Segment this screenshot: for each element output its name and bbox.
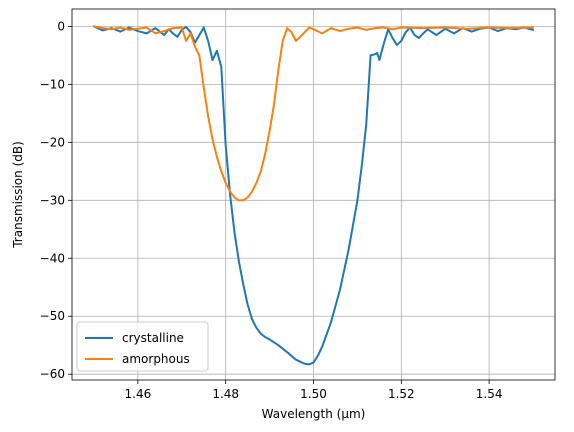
legend: crystalline amorphous — [76, 321, 209, 372]
y-tick-label: −20 — [40, 135, 65, 149]
legend-label-crystalline: crystalline — [122, 331, 184, 345]
legend-label-amorphous: amorphous — [122, 352, 190, 366]
x-tick-label: 1.54 — [476, 387, 503, 401]
y-tick-label: −40 — [40, 251, 65, 265]
x-tick-label: 1.48 — [212, 387, 239, 401]
grid — [72, 9, 555, 380]
y-tick-label: 0 — [57, 19, 65, 33]
x-tick-label: 1.52 — [388, 387, 415, 401]
y-tick-label: −50 — [40, 309, 65, 323]
y-tick-label: −30 — [40, 193, 65, 207]
y-tick-label: −10 — [40, 77, 65, 91]
series-line-amorphous — [92, 25, 535, 202]
y-axis-label: Transmission (dB) — [11, 141, 25, 249]
ticks: 1.46 1.48 1.50 1.52 1.54 0 −10 −20 −30 −40 −50 −60 — [40, 19, 503, 401]
series-lines — [92, 25, 535, 366]
y-tick-label: −60 — [40, 367, 65, 381]
x-tick-label: 1.46 — [125, 387, 152, 401]
x-tick-label: 1.50 — [300, 387, 327, 401]
x-axis-label: Wavelength (µm) — [262, 407, 366, 421]
